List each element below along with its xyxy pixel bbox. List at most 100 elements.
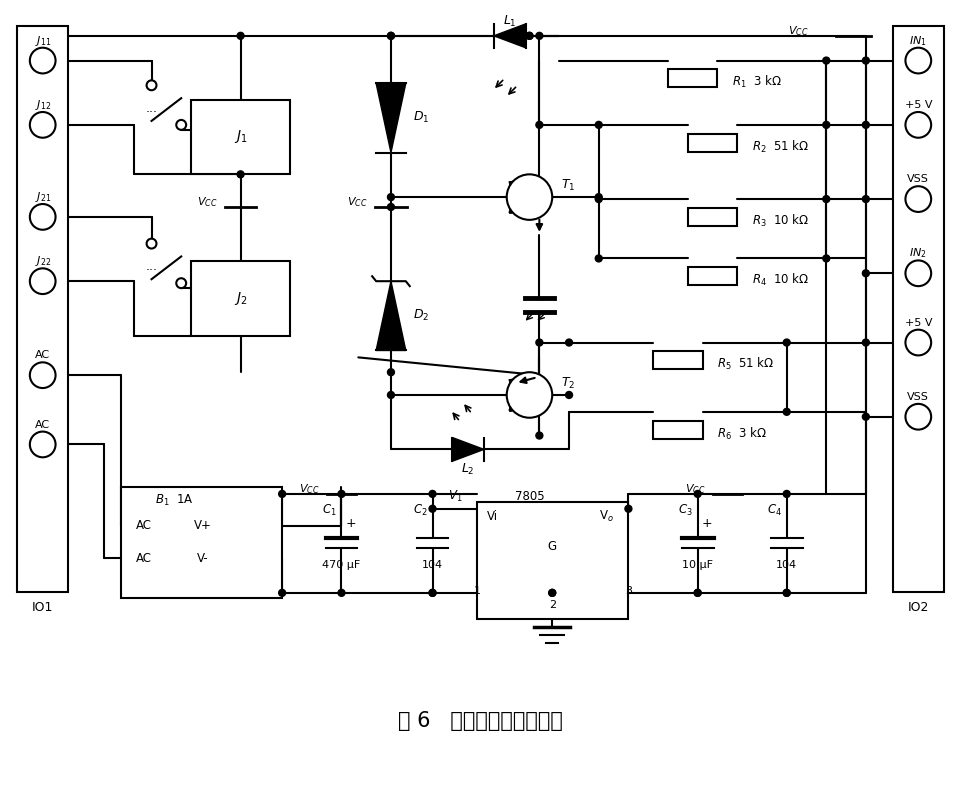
Circle shape (823, 57, 829, 64)
Text: 470 μF: 470 μF (322, 560, 360, 570)
Text: 104: 104 (776, 560, 798, 570)
Circle shape (823, 195, 829, 203)
Circle shape (387, 194, 394, 200)
Circle shape (905, 112, 931, 137)
Circle shape (429, 491, 436, 498)
Bar (688, 268, 737, 285)
Circle shape (387, 32, 394, 39)
Text: AC: AC (136, 519, 152, 532)
Text: VSS: VSS (907, 392, 929, 402)
Text: 3: 3 (625, 586, 632, 596)
Circle shape (429, 590, 436, 597)
Bar (653, 352, 702, 369)
Circle shape (905, 261, 931, 287)
Circle shape (536, 32, 543, 39)
Text: V$_o$: V$_o$ (599, 509, 613, 524)
Circle shape (30, 112, 56, 137)
Circle shape (905, 48, 931, 74)
Text: $R_5$  51 k$\Omega$: $R_5$ 51 k$\Omega$ (718, 356, 775, 372)
Text: AC: AC (136, 552, 152, 564)
Circle shape (549, 590, 555, 597)
Text: $D_1$: $D_1$ (412, 111, 430, 126)
Text: 2: 2 (549, 600, 555, 610)
Text: $V_{CC}$: $V_{CC}$ (347, 195, 367, 209)
Bar (668, 69, 718, 87)
Text: $C_1$: $C_1$ (322, 503, 336, 518)
Text: $V_{CC}$: $V_{CC}$ (197, 195, 218, 209)
Circle shape (595, 122, 603, 128)
Text: +: + (345, 517, 357, 530)
Text: ...: ... (145, 101, 158, 115)
Polygon shape (376, 83, 406, 152)
Circle shape (862, 270, 870, 277)
Text: Vi: Vi (487, 510, 498, 523)
Text: $C_3$: $C_3$ (678, 503, 693, 518)
Circle shape (862, 122, 870, 128)
Circle shape (566, 392, 573, 399)
Text: $J_{11}$: $J_{11}$ (35, 34, 51, 48)
Circle shape (279, 491, 285, 498)
Circle shape (694, 590, 702, 597)
Text: $R_2$  51 k$\Omega$: $R_2$ 51 k$\Omega$ (752, 139, 809, 155)
Bar (688, 133, 737, 152)
Text: $J_{22}$: $J_{22}$ (35, 254, 51, 268)
Circle shape (30, 432, 56, 458)
Circle shape (237, 171, 244, 178)
Text: $C_2$: $C_2$ (413, 503, 428, 518)
Circle shape (905, 403, 931, 429)
Text: $IN_2$: $IN_2$ (909, 246, 927, 261)
Circle shape (387, 392, 394, 399)
Circle shape (694, 491, 702, 498)
Circle shape (862, 413, 870, 420)
Circle shape (595, 195, 603, 203)
Text: 7805: 7805 (515, 491, 544, 503)
Circle shape (506, 174, 553, 220)
Text: $L_1$: $L_1$ (503, 13, 516, 28)
Circle shape (862, 57, 870, 64)
Text: $V_{CC}$: $V_{CC}$ (299, 482, 320, 496)
Circle shape (429, 506, 436, 513)
Bar (688, 208, 737, 226)
Circle shape (387, 203, 394, 210)
Text: +5 V: +5 V (904, 100, 932, 110)
Text: AC: AC (36, 420, 50, 429)
Circle shape (176, 120, 186, 130)
Circle shape (147, 80, 157, 90)
Text: $L_2$: $L_2$ (461, 462, 475, 476)
Bar (893, 26, 944, 592)
Text: $B_1$  1A: $B_1$ 1A (156, 493, 194, 509)
Text: V+: V+ (194, 519, 212, 532)
Text: 10 μF: 10 μF (682, 560, 713, 570)
Circle shape (506, 372, 553, 418)
Circle shape (823, 255, 829, 262)
Bar (191, 261, 290, 336)
Circle shape (783, 590, 790, 597)
Circle shape (905, 186, 931, 212)
Circle shape (694, 590, 702, 597)
Circle shape (536, 339, 543, 346)
Text: $R_6$  3 k$\Omega$: $R_6$ 3 k$\Omega$ (718, 425, 767, 442)
Circle shape (237, 32, 244, 39)
Text: +: + (702, 517, 712, 530)
Circle shape (783, 408, 790, 415)
Polygon shape (453, 437, 484, 462)
Circle shape (783, 590, 790, 597)
Bar (191, 100, 290, 174)
Circle shape (549, 590, 555, 597)
Circle shape (783, 339, 790, 346)
Circle shape (387, 32, 394, 39)
Text: IO1: IO1 (32, 601, 54, 614)
Circle shape (625, 506, 632, 513)
Circle shape (338, 590, 345, 597)
Circle shape (536, 432, 543, 439)
Text: $V_1$: $V_1$ (448, 489, 462, 505)
Text: $R_4$  10 k$\Omega$: $R_4$ 10 k$\Omega$ (752, 272, 809, 288)
Bar (477, 502, 628, 619)
Bar (121, 487, 283, 598)
Text: $IN_1$: $IN_1$ (909, 34, 927, 48)
Circle shape (429, 590, 436, 597)
Text: V-: V- (197, 552, 209, 564)
Circle shape (338, 491, 345, 498)
Circle shape (147, 239, 157, 249)
Circle shape (387, 369, 394, 376)
